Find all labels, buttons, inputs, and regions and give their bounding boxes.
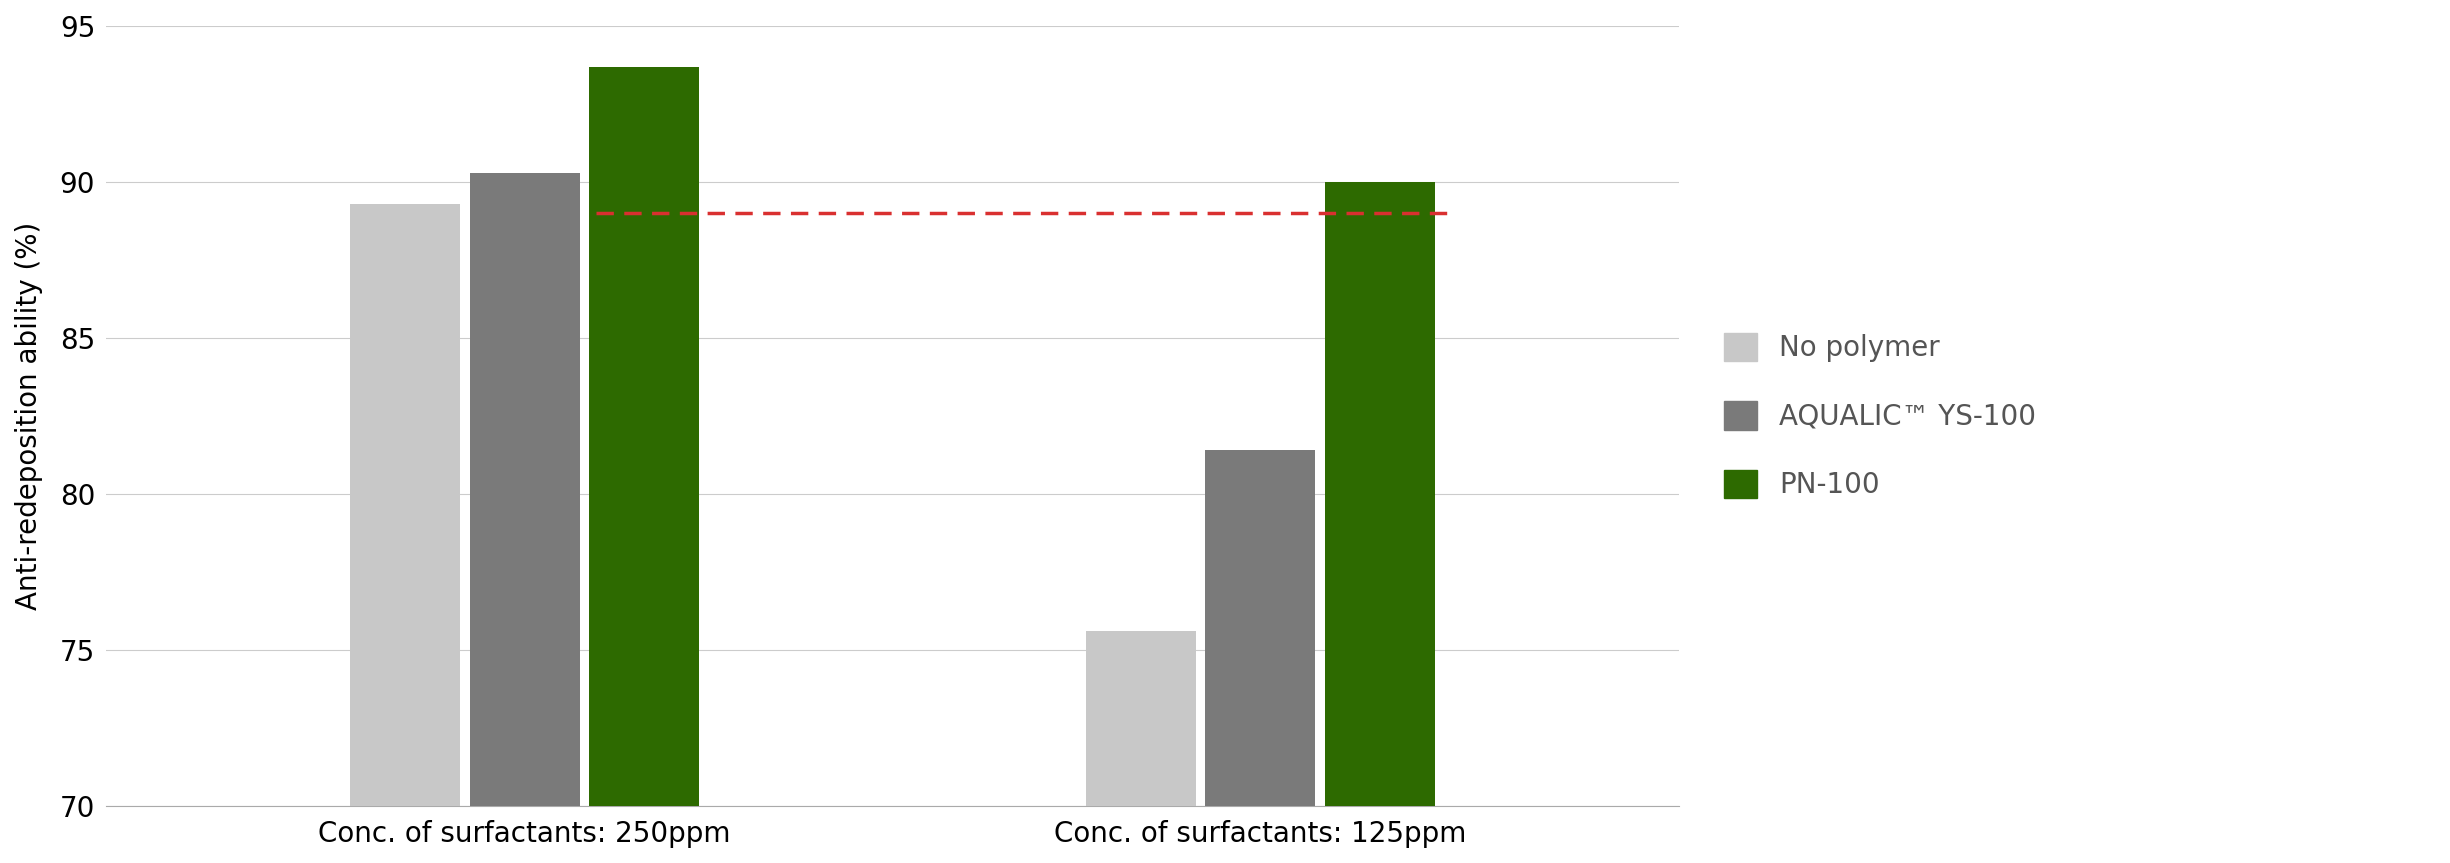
Bar [470, 173, 581, 806]
Bar [1205, 450, 1316, 806]
Bar [350, 204, 461, 806]
Legend: No polymer, AQUALIC™ YS-100, PN-100: No polymer, AQUALIC™ YS-100, PN-100 [1725, 333, 2036, 500]
Bar [1085, 632, 1196, 806]
Bar [588, 66, 698, 806]
Y-axis label: Anti-redeposition ability (%): Anti-redeposition ability (%) [15, 222, 44, 610]
Bar [1325, 182, 1436, 806]
